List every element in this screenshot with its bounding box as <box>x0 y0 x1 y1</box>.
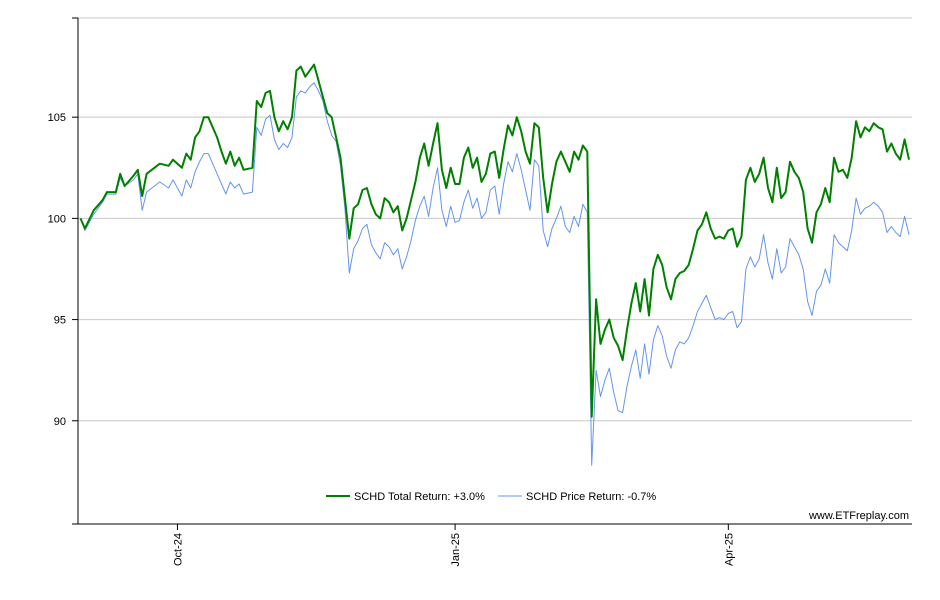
axes <box>72 18 912 525</box>
x-tick-label-Apr-25: Apr-25 <box>723 533 735 566</box>
y-tick-label-100: 100 <box>48 213 66 225</box>
legend-label-price-return: SCHD Price Return: -0.7% <box>526 491 656 503</box>
series-layer <box>79 63 910 466</box>
x-tick-label-Oct-24: Oct-24 <box>172 533 184 566</box>
y-tick-label-105: 105 <box>48 112 66 124</box>
watermark: www.ETFreplay.com <box>808 510 909 522</box>
y-ticks: 90 95 100 105 <box>48 17 78 428</box>
y-tick-label-90: 90 <box>54 416 66 428</box>
legend: SCHD Total Return: +3.0% SCHD Price Retu… <box>326 491 656 503</box>
gridlines <box>78 17 912 422</box>
legend-label-total-return: SCHD Total Return: +3.0% <box>354 491 485 503</box>
x-tick-label-Jan-25: Jan-25 <box>450 533 462 567</box>
y-tick-label-95: 95 <box>54 315 66 327</box>
series-line-price-return <box>80 82 910 466</box>
series-line-total-return <box>79 63 910 418</box>
